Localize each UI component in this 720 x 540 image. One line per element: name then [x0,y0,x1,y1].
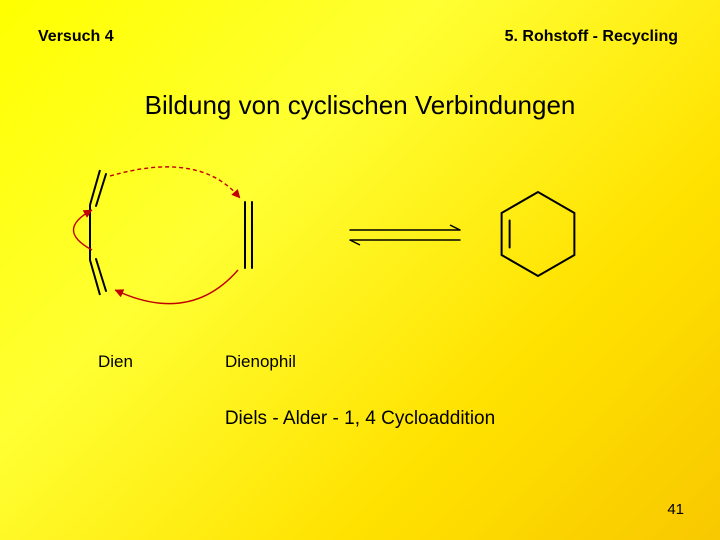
page-title: Bildung von cyclischen Verbindungen [0,90,720,121]
label-dienophil: Dienophil [225,352,296,372]
reaction-diagram [60,150,620,340]
label-dien: Dien [98,352,133,372]
header-right: 5. Rohstoff - Recycling [505,28,678,46]
header-left: Versuch 4 [38,28,114,46]
reaction-subtitle: Diels - Alder - 1, 4 Cycloaddition [0,408,720,430]
page-number: 41 [667,501,684,518]
